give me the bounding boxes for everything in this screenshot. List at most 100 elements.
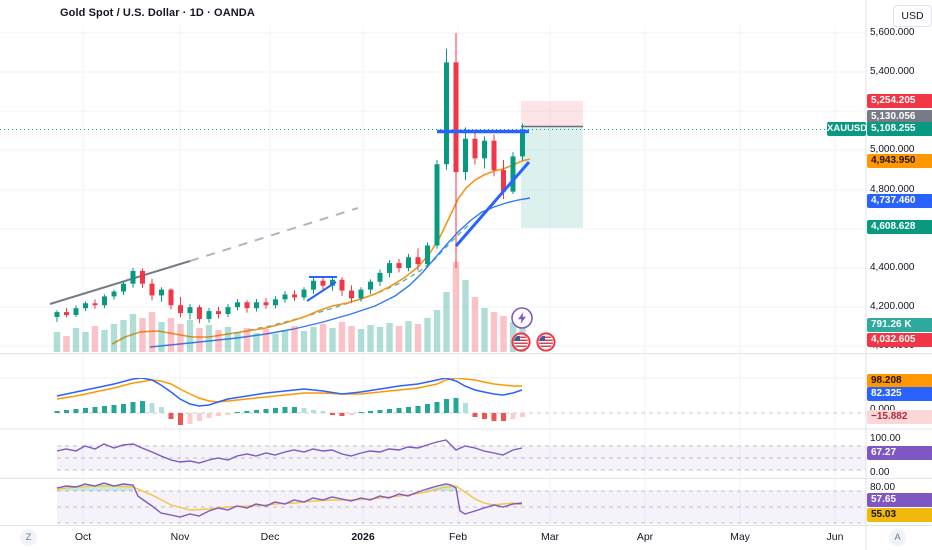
price-label: 5,108.255 — [867, 122, 932, 136]
volume-bar — [196, 328, 203, 352]
macd-histogram-bar — [64, 410, 69, 413]
short-position-stop-zone[interactable] — [521, 101, 583, 127]
price-label: 98.208 — [867, 374, 932, 388]
volume-bar — [148, 312, 156, 352]
axis-tick: 4,800.000 — [870, 184, 915, 195]
macd-histogram-bar — [168, 413, 174, 419]
candle-down — [349, 290, 354, 299]
candle-down — [92, 303, 98, 306]
volume-bar — [63, 336, 70, 352]
volume-bar — [433, 310, 441, 352]
trendline-blue-diagonal[interactable] — [454, 161, 531, 247]
axis-tick: 4,200.000 — [870, 301, 915, 312]
macd-histogram-bar — [349, 413, 354, 415]
volume-bar — [348, 326, 355, 352]
macd-histogram-bar — [520, 413, 525, 417]
macd-histogram-bar — [111, 405, 117, 413]
pennant-bottom-line[interactable] — [306, 281, 337, 302]
us-flag-event-icon[interactable] — [536, 332, 556, 352]
macd-histogram-bar — [358, 412, 364, 413]
macd-histogram-bar — [130, 402, 136, 413]
volume-bar — [120, 320, 127, 352]
price-label: 4,032.605 — [867, 333, 932, 347]
lightning-event-icon[interactable] — [511, 307, 533, 329]
candle-up — [111, 291, 117, 297]
macd-histogram-bar — [102, 406, 107, 413]
volume-bar — [243, 328, 251, 352]
candle-up — [83, 303, 88, 309]
axis-tick: 80.00 — [870, 482, 896, 493]
volume-bar — [452, 262, 460, 352]
volume-bar — [215, 330, 222, 352]
volume-bar — [129, 314, 137, 352]
macd-histogram-bar — [92, 407, 98, 413]
axis-tick: 0.000 — [870, 404, 895, 415]
macd-histogram-bar — [415, 406, 421, 413]
trendline-gray-solid[interactable] — [49, 260, 191, 305]
macd-histogram-bar — [263, 409, 269, 413]
candle-up — [311, 280, 316, 290]
candle-down — [292, 294, 297, 298]
volume-bar — [72, 328, 80, 352]
month-label-may: May — [730, 531, 750, 543]
candle-up — [130, 270, 136, 284]
volume-bar — [205, 325, 213, 352]
candle-up — [425, 245, 430, 265]
macd-histogram-bar — [501, 413, 506, 421]
volume-bar — [234, 332, 241, 352]
month-label-jun: Jun — [826, 531, 844, 543]
volume-bar — [424, 318, 431, 352]
macd-histogram-bar — [83, 408, 88, 413]
candle-up — [73, 308, 79, 316]
trendline-gray-dashed[interactable] — [189, 207, 359, 262]
macd-histogram-bar — [159, 407, 164, 413]
volume-bar — [338, 322, 346, 352]
candle-up — [358, 289, 364, 299]
macd-histogram-bar — [244, 411, 250, 413]
candle-down — [178, 305, 183, 314]
currency-button[interactable]: USD — [893, 5, 932, 27]
macd-histogram-bar — [121, 404, 126, 413]
volume-bar — [300, 331, 308, 352]
candle-up — [434, 164, 440, 246]
volume-bar — [462, 280, 469, 352]
volume-bar — [110, 324, 118, 352]
volume-bar — [281, 330, 289, 352]
price-label: 57.65 — [867, 493, 932, 507]
candle-down — [197, 307, 202, 319]
volume-bar — [310, 327, 317, 352]
macd-histogram-bar — [444, 399, 449, 413]
auto-scale-button[interactable]: A — [889, 529, 906, 546]
candle-down — [64, 312, 69, 316]
month-label-oct: Oct — [74, 531, 92, 543]
timezone-button[interactable]: Z — [20, 529, 37, 546]
macd-histogram-bar — [206, 413, 212, 418]
volume-bar — [367, 325, 374, 352]
macd-histogram-bar — [187, 413, 193, 424]
macd-histogram-bar — [463, 403, 468, 413]
month-label-2026: 2026 — [351, 531, 375, 543]
price-label: 4,943.950 — [867, 154, 932, 168]
price-label: 5,130.056 — [867, 110, 932, 124]
candle-down — [453, 62, 459, 173]
candle-up — [121, 283, 126, 292]
axis-tick: 0.00 — [870, 467, 890, 478]
us-flag-event-icon[interactable] — [511, 332, 531, 352]
volume-bar — [443, 292, 450, 352]
macd-histogram-bar — [406, 407, 411, 413]
volume-bar — [329, 328, 336, 352]
price-label: 5,254.205 — [867, 94, 932, 108]
axis-tick: 5,000.000 — [870, 144, 915, 155]
candle-up — [368, 281, 373, 290]
macd-histogram-bar — [339, 413, 345, 416]
candle-down — [140, 270, 145, 284]
volume-bar — [139, 318, 146, 352]
short-position-profit-zone[interactable] — [521, 126, 583, 229]
volume-bar — [414, 324, 422, 352]
price-label: 67.27 — [867, 446, 932, 460]
macd-histogram-bar — [292, 407, 297, 413]
macd-histogram-bar — [425, 404, 430, 413]
rsi-line — [56, 439, 523, 464]
macd-histogram-bar — [254, 410, 259, 413]
